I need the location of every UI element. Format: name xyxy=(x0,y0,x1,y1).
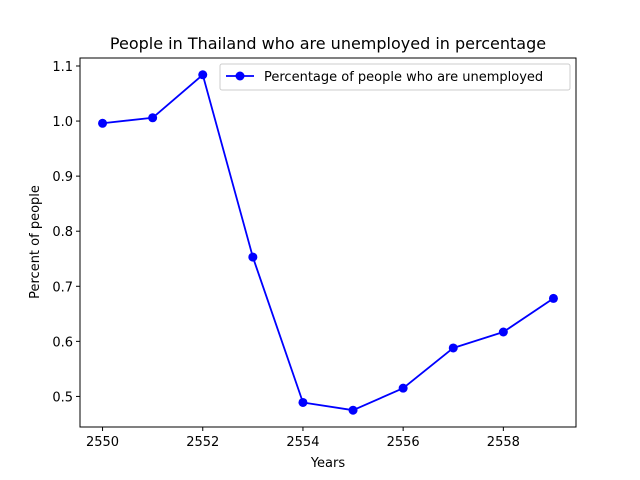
legend-box xyxy=(219,63,571,91)
y-tick-label: 0.8 xyxy=(52,225,73,240)
x-tick-label: 2550 xyxy=(86,435,119,450)
legend-label: Percentage of people who are unemployed xyxy=(264,70,543,85)
y-tick-label: 0.5 xyxy=(52,390,73,405)
x-axis: 2550 2552 2554 2556 2558 xyxy=(86,427,520,450)
data-point xyxy=(398,383,408,393)
data-point xyxy=(198,70,208,80)
data-point xyxy=(248,252,258,262)
plot-area xyxy=(79,57,577,428)
data-point xyxy=(148,113,158,123)
data-point xyxy=(498,327,508,337)
x-tick-label: 2552 xyxy=(186,435,219,450)
data-point xyxy=(448,343,458,353)
data-point xyxy=(298,397,308,407)
y-tick-label: 1.0 xyxy=(52,115,73,130)
data-point xyxy=(548,293,558,303)
data-point xyxy=(348,405,358,415)
y-tick-label: 1.1 xyxy=(52,60,73,75)
x-tick-label: 2556 xyxy=(387,435,420,450)
x-tick-label: 2558 xyxy=(487,435,520,450)
y-tick-label: 0.7 xyxy=(52,280,73,295)
series-layer xyxy=(98,70,558,415)
legend: Percentage of people who are unemployed xyxy=(219,63,571,91)
x-axis-label: Years xyxy=(310,456,346,471)
chart-title: People in Thailand who are unemployed in… xyxy=(110,34,546,53)
data-point xyxy=(98,118,108,128)
series-line xyxy=(102,73,554,412)
y-tick-label: 0.9 xyxy=(52,170,73,185)
y-tick-label: 0.6 xyxy=(52,335,73,350)
x-tick-label: 2554 xyxy=(286,435,319,450)
y-axis: 0.5 0.6 0.7 0.8 0.9 1.0 1.1 xyxy=(52,60,80,405)
legend-marker-swatch xyxy=(235,71,245,81)
y-axis-label: Percent of people xyxy=(28,185,43,299)
